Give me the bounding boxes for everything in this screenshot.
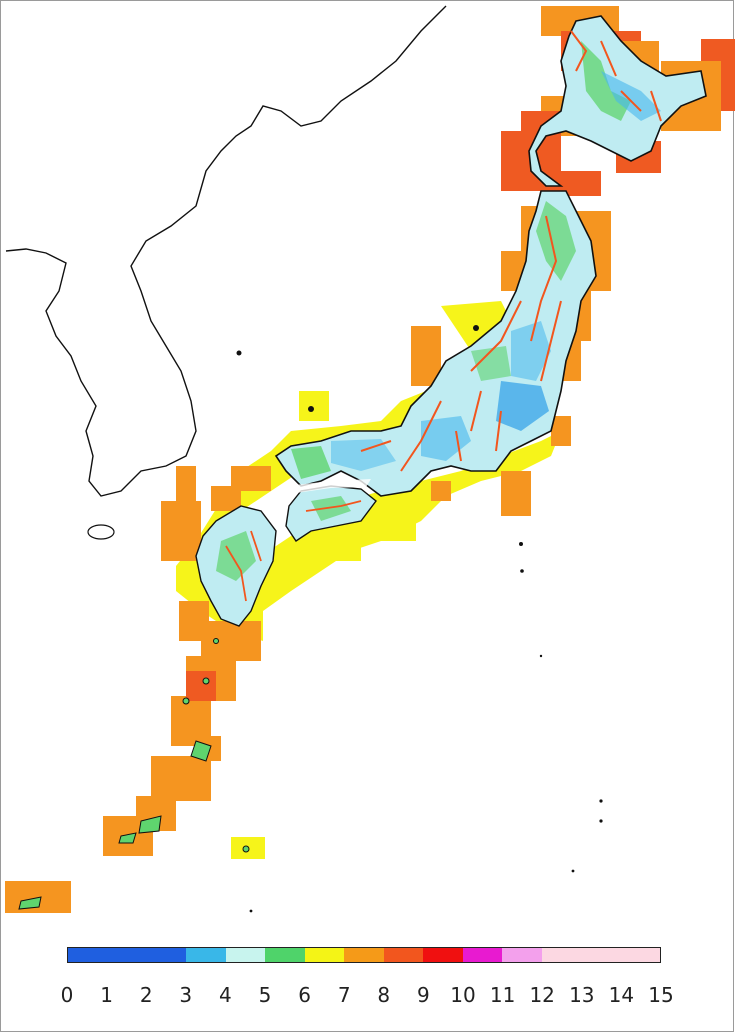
colorbar-tick-label: 3	[179, 983, 193, 1007]
colorbar-tick-label: 12	[529, 983, 555, 1007]
colorbar-segment	[225, 948, 266, 962]
colorbar-segment	[423, 948, 463, 962]
small-isles	[236, 325, 603, 913]
colorbar-tick-label: 15	[648, 983, 674, 1007]
colorbar-segment	[383, 948, 424, 962]
colorbar-tick-label: 8	[377, 983, 391, 1007]
colorbar-tick-label: 5	[258, 983, 272, 1007]
colorbar-tick-label: 10	[450, 983, 476, 1007]
colorbar-tick-label: 11	[489, 983, 516, 1007]
colorbar-segment	[462, 948, 503, 962]
korea-coastline	[5, 5, 447, 497]
colorbar-segment	[502, 948, 542, 962]
colorbar-segment	[581, 948, 621, 962]
colorbar-tick-label: 1	[100, 983, 113, 1007]
colorbar-segment	[541, 948, 582, 962]
colorbar-tick-label: 6	[298, 983, 311, 1007]
colorbar-tick-labels: 0 1 2 3 4 5 6 7 8 9 10 11 12 13 14 15	[1, 983, 736, 1013]
colorbar-segment	[146, 948, 187, 962]
colorbar-segment	[265, 948, 305, 962]
colorbar-tick-label: 7	[337, 983, 351, 1007]
colorbar-segment	[344, 948, 384, 962]
colorbar-tick-label: 9	[417, 983, 430, 1007]
colorbar-segment	[68, 948, 108, 962]
offshore-cells-south	[5, 416, 571, 913]
jeju-island	[87, 524, 115, 540]
colorbar-tick-label: 13	[569, 983, 595, 1007]
colorbar-segment	[107, 948, 147, 962]
colorbar-segment	[186, 948, 226, 962]
southern-islands	[18, 638, 250, 910]
colorbar-tick-label: 14	[608, 983, 635, 1007]
colorbar	[67, 947, 661, 963]
colorbar-tick-label: 2	[139, 983, 153, 1007]
colorbar-tick-label: 4	[219, 983, 232, 1007]
colorbar-tick-label: 0	[60, 983, 74, 1007]
japan-map	[5, 5, 735, 913]
colorbar-segment	[304, 948, 345, 962]
colorbar-segment	[620, 948, 661, 962]
